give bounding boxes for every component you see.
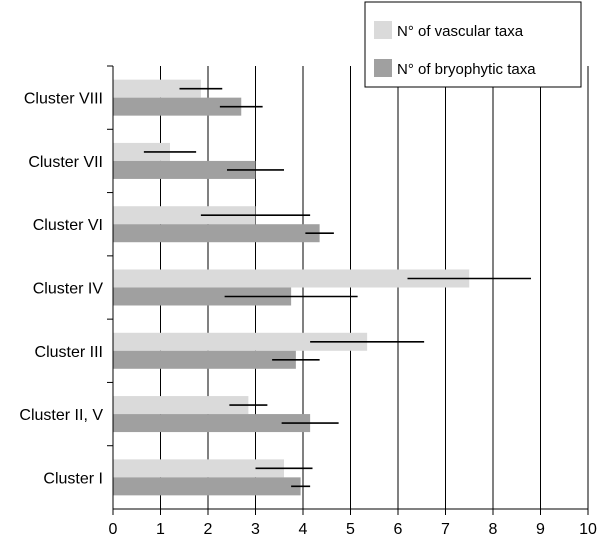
x-tick-label-2: 2 bbox=[204, 521, 213, 538]
axes bbox=[107, 65, 589, 515]
bar-vascular bbox=[113, 269, 470, 288]
category-labels: Cluster I Cluster II, V Cluster III Cluster… bbox=[19, 91, 103, 488]
bar-bryophytic bbox=[113, 97, 242, 116]
x-tick-label-3: 3 bbox=[251, 521, 260, 538]
category-label: Cluster VI bbox=[33, 217, 103, 234]
x-tick-label-8: 8 bbox=[489, 521, 498, 538]
category-label: Cluster III bbox=[35, 344, 103, 361]
bar-bryophytic bbox=[113, 287, 292, 306]
category-label: Cluster VII bbox=[28, 154, 103, 171]
legend: N° of vascular taxa N° of bryophytic tax… bbox=[364, 1, 582, 88]
x-tick-label-7: 7 bbox=[441, 521, 450, 538]
bar-vascular bbox=[113, 459, 284, 478]
bar-bryophytic bbox=[113, 224, 320, 243]
x-tick-label-10: 10 bbox=[579, 521, 597, 538]
category-label: Cluster II, V bbox=[19, 407, 103, 424]
x-tick-label-4: 4 bbox=[299, 521, 308, 538]
x-tick-label-0: 0 bbox=[109, 521, 118, 538]
category-label: Cluster VIII bbox=[24, 91, 103, 108]
legend-label-vascular: N° of vascular taxa bbox=[397, 23, 524, 40]
category-label: Cluster I bbox=[43, 470, 103, 487]
bar-bryophytic bbox=[113, 350, 296, 369]
bar-bryophytic bbox=[113, 414, 311, 433]
legend-box bbox=[364, 1, 582, 88]
legend-label-bryophytic: N° of bryophytic taxa bbox=[397, 61, 536, 78]
bar-vascular bbox=[113, 79, 201, 98]
x-tick-label-1: 1 bbox=[156, 521, 165, 538]
bar-vascular bbox=[113, 142, 170, 161]
x-tick-label-5: 5 bbox=[346, 521, 355, 538]
x-tick-labels: 0 1 2 3 4 5 6 7 8 9 10 bbox=[109, 521, 597, 538]
x-tick-label-6: 6 bbox=[394, 521, 403, 538]
bar-bryophytic bbox=[113, 477, 301, 496]
bar-bryophytic bbox=[113, 160, 256, 179]
bar-vascular bbox=[113, 396, 249, 415]
legend-swatch-bryophytic bbox=[374, 59, 392, 77]
error-bars bbox=[143, 87, 531, 488]
x-tick-label-9: 9 bbox=[536, 521, 545, 538]
category-label: Cluster IV bbox=[33, 281, 104, 298]
bar-vascular bbox=[113, 332, 368, 351]
legend-swatch-vascular bbox=[374, 21, 392, 39]
bars bbox=[113, 79, 470, 496]
bar-vascular bbox=[113, 206, 256, 225]
